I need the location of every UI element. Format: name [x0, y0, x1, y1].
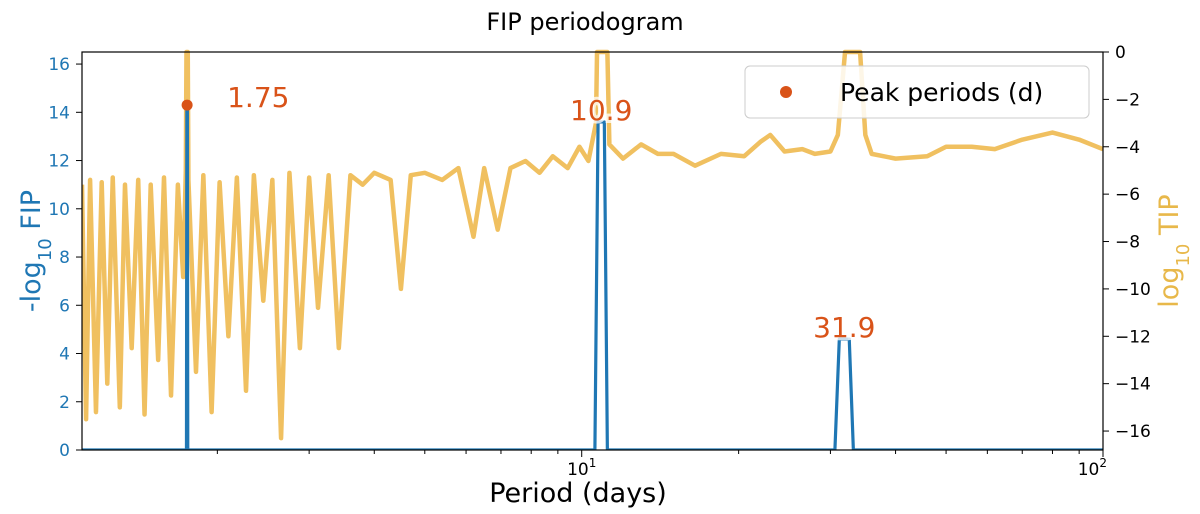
- plot-frame: [81, 51, 1104, 451]
- peak-labels-layer: 1.75 10.9 31.9: [181, 78, 879, 347]
- y-axis-right: 0 −2 −4 −6 −8 −10 −12 −14 −16: [1103, 43, 1151, 442]
- y-left-label-prefix: -log: [16, 261, 47, 312]
- y-right-label-suffix: TIP: [1154, 194, 1185, 243]
- x-axis: 101 102: [216, 450, 1107, 480]
- tip-series-layer: [82, 49, 1103, 441]
- peak-label-10-9: 10.9: [570, 94, 632, 127]
- y-right-tick-label: −8: [1115, 233, 1140, 253]
- y-left-tick-label: 14: [48, 103, 70, 123]
- fip-line: [82, 103, 1103, 450]
- y-right-tick-label: −14: [1115, 375, 1151, 395]
- y-left-tick-label: 2: [59, 393, 70, 413]
- chart-title: FIP periodogram: [486, 8, 683, 36]
- y-left-tick-label: 4: [59, 345, 70, 365]
- y-right-label-prefix: log: [1154, 267, 1185, 308]
- y-right-tick-label: −2: [1115, 90, 1140, 110]
- legend: Peak periods (d): [744, 65, 1090, 119]
- tip-line: [82, 49, 1103, 441]
- legend-label: Peak periods (d): [840, 78, 1043, 107]
- peak-label-1-75: 1.75: [227, 81, 289, 114]
- y-right-tick-label: −12: [1115, 327, 1151, 347]
- peak-label-31-9: 31.9: [813, 311, 875, 344]
- x-axis-label: Period (days): [489, 478, 667, 509]
- y-left-axis-label: -log10 FIP: [16, 190, 56, 312]
- y-right-tick-label: −10: [1115, 280, 1151, 300]
- y-left-tick-label: 16: [48, 55, 70, 75]
- y-left-tick-label: 12: [48, 152, 70, 172]
- y-left-label-suffix: FIP: [16, 190, 47, 238]
- y-right-label-sub: 10: [1173, 244, 1194, 267]
- y-left-tick-label: 0: [59, 441, 70, 461]
- y-left-label-sub: 10: [35, 238, 56, 261]
- x-tick-label: 101: [567, 456, 596, 480]
- y-right-axis-label: log10 TIP: [1154, 194, 1194, 307]
- fip-series-layer: [82, 103, 1103, 450]
- y-axis-left: 0 2 4 6 8 10 12 14 16: [48, 55, 82, 461]
- legend-box: [744, 65, 1090, 119]
- peak-marker: [181, 99, 193, 111]
- y-right-tick-label: −4: [1115, 138, 1140, 158]
- y-left-tick-label: 8: [59, 248, 70, 268]
- y-left-tick-label: 10: [48, 200, 70, 220]
- y-right-tick-label: 0: [1115, 43, 1126, 63]
- y-left-tick-label: 6: [59, 296, 70, 316]
- y-right-tick-label: −6: [1115, 185, 1140, 205]
- x-tick-label: 102: [1078, 456, 1107, 480]
- y-right-tick-label: −16: [1115, 422, 1151, 442]
- legend-marker: [780, 86, 792, 98]
